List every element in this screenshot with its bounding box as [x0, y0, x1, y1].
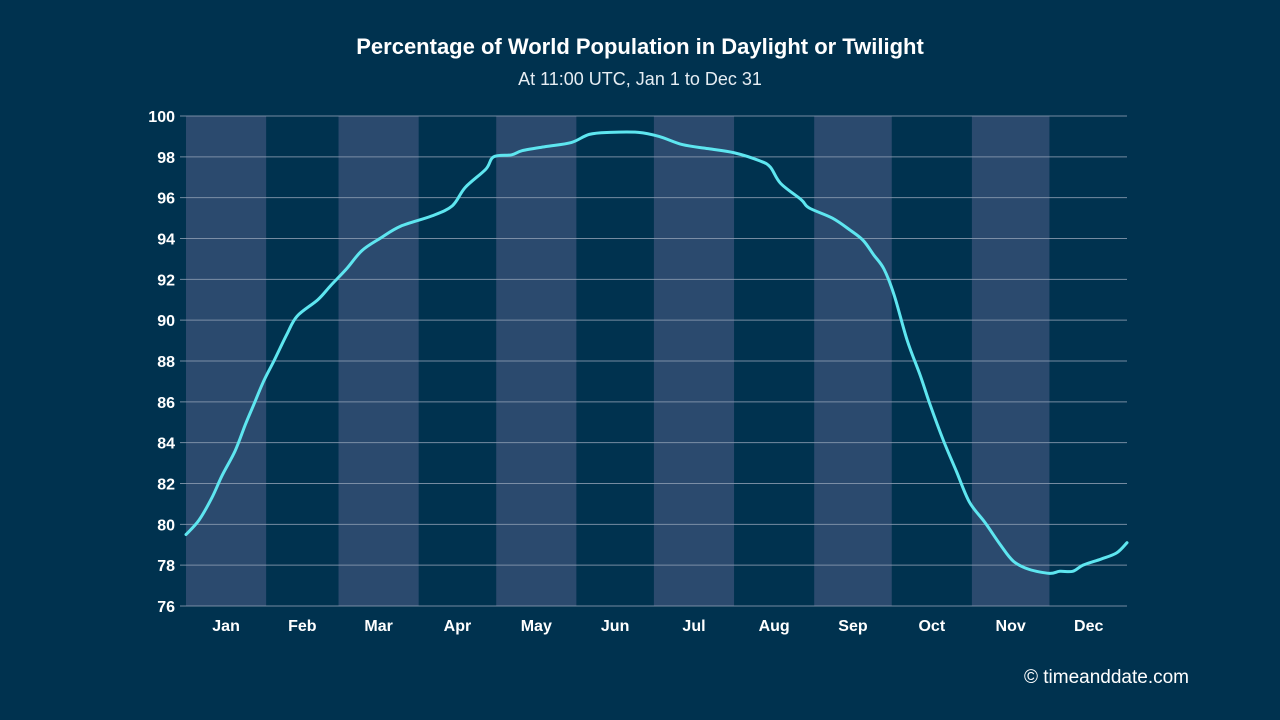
y-tick-label: 100: [148, 109, 175, 126]
y-tick-label: 96: [157, 191, 175, 208]
y-tick-label: 98: [157, 150, 175, 167]
x-tick-label: Jul: [682, 618, 705, 635]
x-tick-label: Nov: [996, 618, 1026, 635]
x-tick-label: May: [521, 618, 552, 635]
x-tick-label: Sep: [838, 618, 868, 635]
y-tick-label: 94: [157, 232, 175, 249]
x-tick-label: Jun: [601, 618, 629, 635]
x-tick-label: Dec: [1074, 618, 1103, 635]
y-tick-label: 92: [157, 272, 175, 289]
y-axis-ticks: 76 78 80 82 84 86 88 90 92 94 96 98 100: [148, 109, 175, 616]
y-tick-label: 88: [157, 354, 175, 371]
chart-subtitle: At 11:00 UTC, Jan 1 to Dec 31: [518, 69, 762, 89]
gridlines: [180, 115, 1127, 607]
y-tick-label: 90: [157, 313, 175, 330]
x-tick-label: Oct: [918, 618, 945, 635]
series-layer: [184, 130, 1129, 575]
chart-title: Percentage of World Population in Daylig…: [356, 34, 924, 59]
x-tick-label: Aug: [759, 618, 790, 635]
x-tick-label: Mar: [364, 618, 392, 635]
y-tick-label: 86: [157, 395, 175, 412]
series-line: [184, 130, 1129, 575]
y-tick-label: 84: [157, 436, 175, 453]
x-tick-label: Apr: [444, 618, 472, 635]
x-tick-label: Jan: [212, 618, 240, 635]
y-tick-label: 78: [157, 558, 175, 575]
y-tick-label: 76: [157, 599, 175, 616]
y-tick-label: 80: [157, 517, 175, 534]
x-tick-label: Feb: [288, 618, 317, 635]
source-credit: © timeanddate.com: [1023, 667, 1189, 688]
x-axis-ticks: Jan Feb Mar Apr May Jun Jul Aug Sep Oct Nov Dec: [212, 618, 1103, 635]
y-tick-label: 82: [157, 477, 175, 494]
